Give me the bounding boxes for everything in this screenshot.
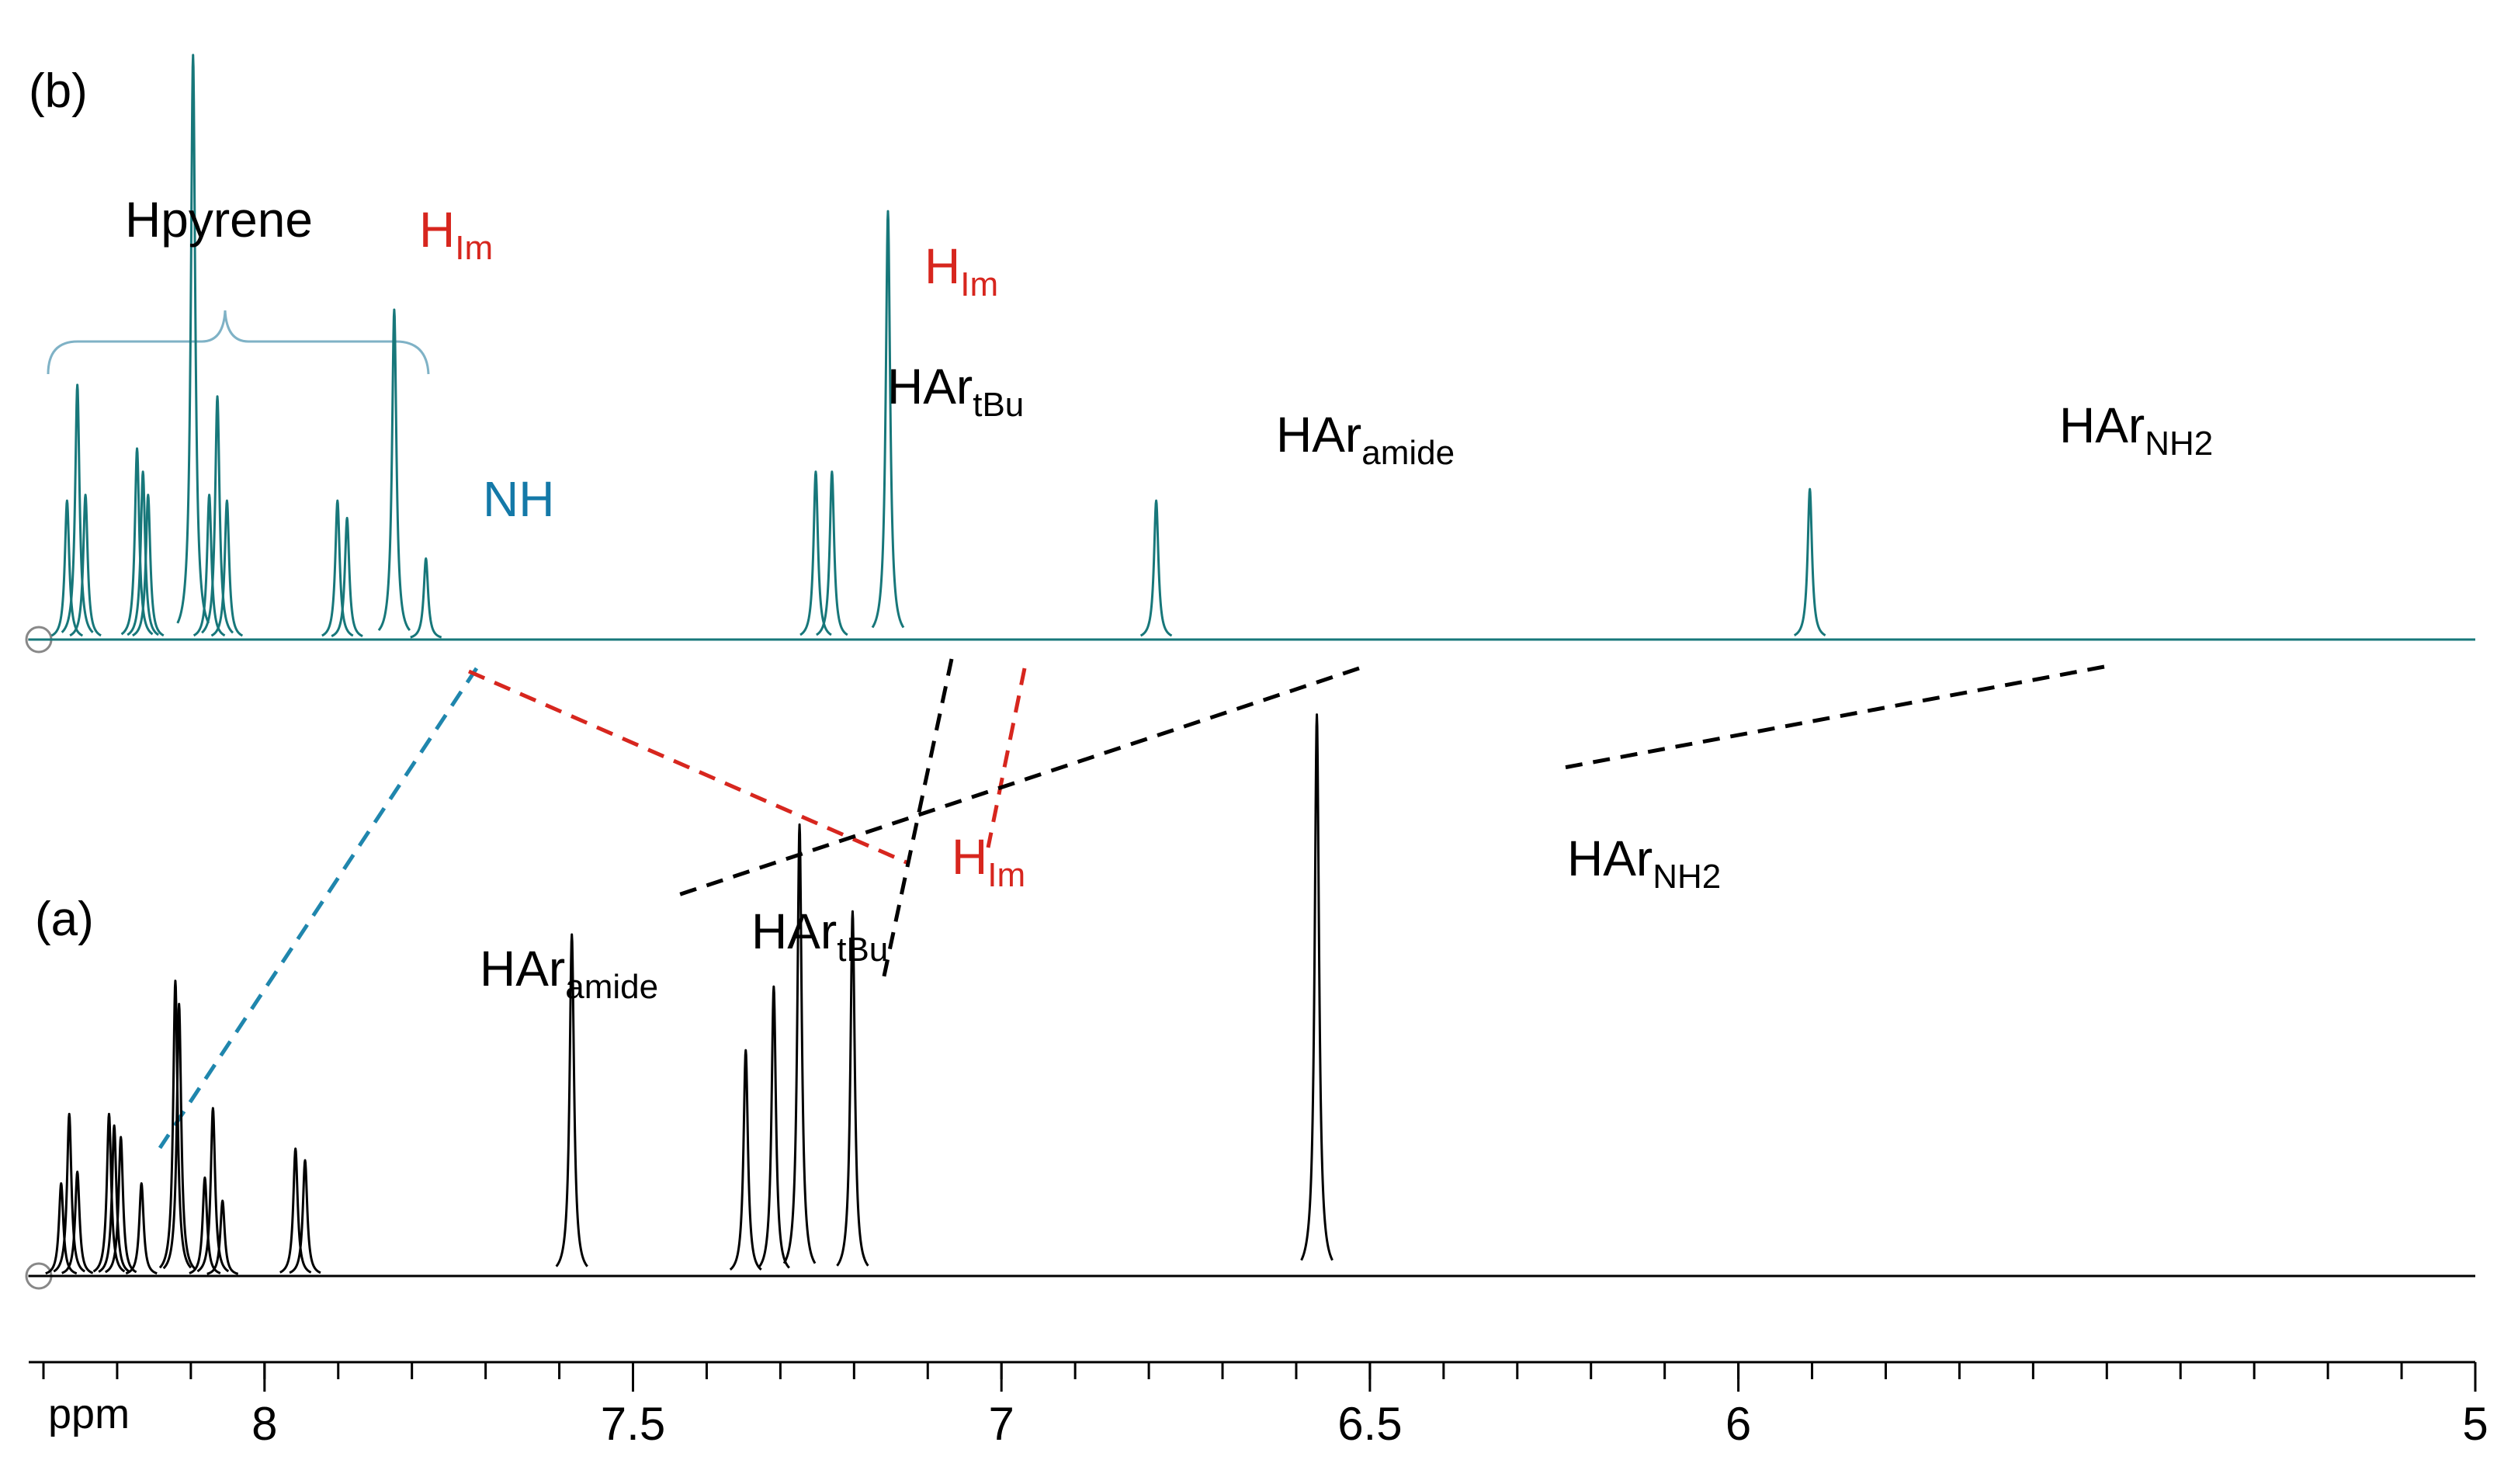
annotation: NH (483, 471, 554, 527)
peak (799, 470, 832, 636)
annotation: HAramide (480, 941, 658, 1006)
peak (836, 910, 869, 1267)
x-tick-label: 8 (251, 1398, 277, 1450)
peak (50, 499, 84, 637)
correlation-line (675, 666, 1360, 898)
peak (162, 1003, 196, 1270)
peak (192, 494, 226, 637)
correlation-line (880, 658, 954, 984)
x-tick-label: 6 (1725, 1398, 1751, 1450)
annotation-text: HAr (751, 903, 837, 959)
peak (210, 499, 244, 637)
annotation-subscript: amide (1361, 434, 1455, 472)
peak (377, 308, 411, 632)
correlation-line (158, 667, 479, 1149)
x-tick-label: 6.5 (1337, 1398, 1402, 1450)
peak (815, 470, 848, 636)
annotation-text: HAr (480, 941, 565, 997)
peak (125, 1182, 158, 1275)
peak (1139, 499, 1173, 637)
correlation-lines (158, 658, 2105, 1149)
peak (120, 447, 154, 636)
annotation-subscript: tBu (973, 386, 1024, 424)
peak (44, 1182, 78, 1275)
peak (279, 1147, 312, 1274)
peak (61, 1170, 94, 1274)
peak (555, 933, 588, 1267)
peak (757, 985, 790, 1269)
peak (176, 54, 210, 624)
annotation: HArtBu (751, 903, 888, 969)
peak (69, 494, 102, 637)
annotation-text: HAr (1276, 407, 1361, 463)
peak (61, 383, 94, 633)
correlation-line (1563, 664, 2105, 770)
annotation-text: NH (483, 471, 554, 527)
annotation: HArNH2 (2059, 397, 2213, 463)
peak (188, 1176, 221, 1274)
annotation-subscript: Im (987, 856, 1025, 894)
peak (729, 1049, 762, 1271)
annotation: HArNH2 (1567, 830, 1721, 896)
spectrum-label: (b) (29, 64, 88, 118)
peak (206, 1199, 239, 1275)
annotation-subscript: Im (960, 265, 998, 303)
peak (196, 1107, 230, 1273)
annotation-subscript: NH2 (2145, 425, 2213, 463)
peak (201, 395, 234, 634)
correlation-line (468, 669, 909, 865)
annotation-text: Hpyrene (125, 192, 313, 248)
annotation: HArtBu (887, 359, 1024, 424)
annotation-subscript: amide (565, 968, 658, 1006)
annotation-text: HAr (2059, 397, 2145, 453)
bracket (47, 310, 430, 375)
peak (782, 823, 817, 1264)
annotation: HIm (952, 829, 1025, 894)
annotation-subscript: Im (455, 229, 493, 267)
peak (409, 557, 442, 639)
annotation: HIm (419, 202, 493, 267)
peak (321, 499, 354, 637)
peak (1300, 713, 1334, 1261)
x-tick-label: 7.5 (601, 1398, 665, 1450)
annotation-text: HAr (1567, 830, 1653, 886)
annotation: HAramide (1276, 407, 1455, 472)
annotation-text: H (419, 202, 455, 258)
peak (1793, 487, 1826, 636)
spectrum-label: (a) (35, 893, 94, 946)
annotation-text: H (924, 238, 960, 294)
annotation-subscript: NH2 (1653, 858, 1721, 896)
peak (289, 1159, 322, 1274)
peak (158, 980, 192, 1269)
peak (871, 210, 905, 629)
peak (331, 516, 364, 637)
peak (98, 1124, 131, 1273)
peak (104, 1136, 137, 1274)
peak (131, 494, 165, 637)
x-axis-label: ppm (48, 1391, 130, 1437)
annotation-subscript: tBu (837, 931, 888, 969)
correlation-line (986, 667, 1027, 848)
annotation: HIm (924, 238, 998, 303)
peak (53, 1112, 86, 1273)
x-tick-label: 5 (2462, 1398, 2488, 1450)
annotation: Hpyrene (125, 192, 313, 248)
x-tick-label: 7 (989, 1398, 1014, 1450)
peak (92, 1112, 126, 1273)
peak (127, 470, 160, 636)
annotation-text: H (952, 829, 987, 885)
annotation-text: HAr (887, 359, 973, 414)
